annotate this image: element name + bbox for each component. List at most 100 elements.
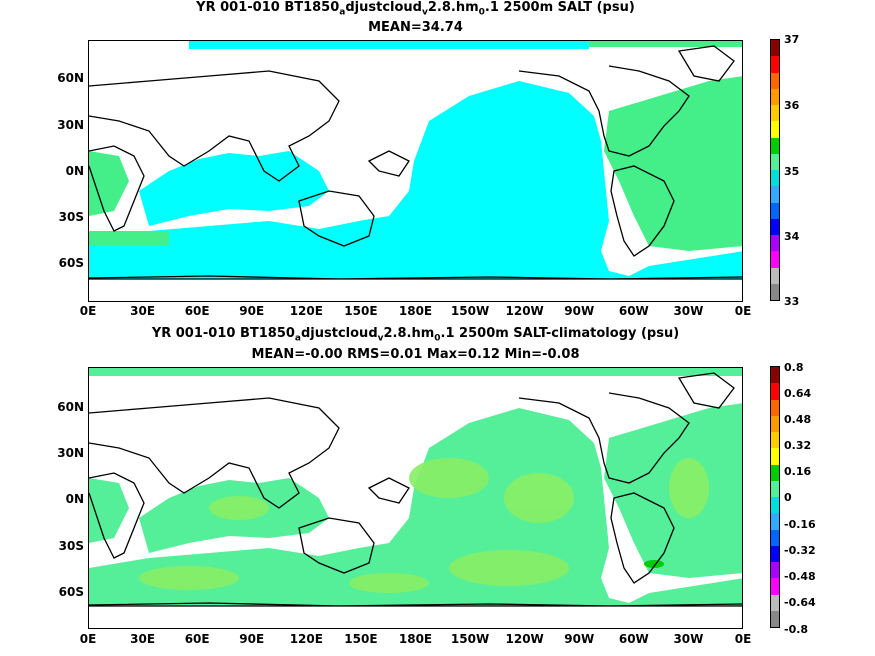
lon-label-6-top: 180E [398,304,433,318]
top-cbar-tick-34: 34 [784,230,800,243]
bottom-panel-stats: MEAN=-0.00 RMS=0.01 Max=0.12 Min=-0.08 [251,347,580,362]
lon-label-4-bottom: 120E [289,632,323,646]
lon-label-9-bottom: 90W [564,632,595,646]
africa-coast [89,145,145,232]
lon-label-6-bottom: 180E [398,632,433,646]
bottom-colorbar-segment-2 [771,399,779,416]
bottom-cbar-tick-9: -0.64 [784,596,816,609]
lon-label-4-top: 120E [289,304,323,318]
top-colorbar-segment-5 [771,121,779,138]
bottom-cbar-tick-3: 0.32 [784,439,812,452]
lon-label-5-top: 150E [344,304,378,318]
bottom-colorbar-segment-15 [771,610,779,627]
top-colorbar-segment-9 [771,186,779,203]
lon-label-12-bottom: 0E [734,632,752,646]
top-cbar-tick-36: 36 [784,99,800,112]
lon-label-9-top: 90W [564,304,595,318]
top-colorbar-segment-7 [771,153,779,170]
top-cbar-tick-33: 33 [784,295,800,308]
top-colorbar-segment-6 [771,137,779,154]
lat-label-60s-bottom: 60S [58,585,84,599]
top-colorbar-segment-14 [771,267,779,284]
lon-label-0-bottom: 0E [79,632,97,646]
lat-label-30n-bottom: 30N [57,446,84,460]
lat-label-0n-bottom: 0N [65,492,84,506]
bottom-colorbar-segment-14 [771,594,779,611]
top-map-panel [88,40,743,302]
top-colorbar-segment-2 [771,72,779,89]
bottom-cbar-tick-7: -0.32 [784,544,816,557]
lon-label-11-top: 30W [673,304,704,318]
bottom-colorbar-segment-6 [771,464,779,481]
bottom-cbar-tick-5: 0 [784,491,792,504]
top-colorbar-segment-4 [771,105,779,122]
lat-label-30n-top: 30N [57,118,84,132]
bottom-colorbar-segment-7 [771,480,779,497]
top-colorbar-segment-13 [771,251,779,268]
top-colorbar-segment-10 [771,202,779,219]
lat-label-30s-top: 30S [58,210,84,224]
lon-label-12-top: 0E [734,304,752,318]
lon-label-2-bottom: 60E [184,632,210,646]
bottom-colorbar-segment-13 [771,578,779,595]
top-panel-title: YR 001-010 BT1850adjustcloudv2.8.hm0.1 2… [196,0,635,18]
bottom-map-panel [88,367,743,629]
bottom-colorbar-segment-9 [771,513,779,530]
bottom-colorbar-segment-8 [771,497,779,514]
bottom-panel-title: YR 001-010 BT1850adjustcloudv2.8.hm0.1 2… [151,326,680,344]
bottom-colorbar-segment-5 [771,448,779,465]
lon-label-3-top: 90E [239,304,265,318]
bottom-colorbar-segment-10 [771,529,779,546]
bottom-cbar-tick-10: -0.8 [784,623,809,636]
bottom-cbar-tick-6: -0.16 [784,518,816,531]
lon-label-7-top: 150W [450,304,490,318]
anomaly-ocean [89,408,742,608]
lat-label-60s-top: 60S [58,256,84,270]
lon-label-5-bottom: 150E [344,632,378,646]
lat-label-60n-top: 60N [57,71,84,85]
bottom-colorbar-segment-0 [771,367,779,384]
lon-label-11-bottom: 30W [673,632,704,646]
top-colorbar-segment-12 [771,235,779,252]
top-map-svg [89,41,742,301]
top-cbar-tick-37: 37 [784,33,800,46]
lon-label-1-top: 30E [130,304,156,318]
eurasia-coast [89,70,340,182]
top-colorbar-segment-0 [771,40,779,57]
atlantic-ocean [604,76,742,251]
top-panel-mean: MEAN=34.74 [368,20,463,35]
bottom-colorbar-segment-1 [771,383,779,400]
lon-label-8-top: 120W [505,304,544,318]
lon-label-10-top: 60W [618,304,649,318]
bottom-colorbar-segment-3 [771,415,779,432]
top-colorbar [770,39,780,301]
indo-pacific-ocean [89,81,742,281]
lon-label-8-bottom: 120W [505,632,544,646]
lon-label-2-top: 60E [184,304,210,318]
lat-label-0n-top: 0N [65,164,84,178]
lon-label-10-bottom: 60W [618,632,649,646]
bottom-cbar-tick-2: 0.48 [784,413,812,426]
top-colorbar-segment-11 [771,218,779,235]
bottom-cbar-tick-4: 0.16 [784,465,812,478]
greenland-coast [677,45,735,82]
top-cbar-tick-35: 35 [784,165,800,178]
indian-ocean [139,151,329,226]
lon-label-7-bottom: 150W [450,632,490,646]
top-colorbar-segment-8 [771,170,779,187]
lon-label-1-bottom: 30E [130,632,156,646]
lon-label-0-top: 0E [79,304,97,318]
top-colorbar-segment-15 [771,283,779,300]
bottom-map-svg [89,368,742,628]
australia-coast [298,190,375,247]
top-colorbar-segment-3 [771,88,779,105]
bottom-colorbar-segment-4 [771,432,779,449]
top-colorbar-segment-1 [771,56,779,73]
lon-label-3-bottom: 90E [239,632,265,646]
bottom-colorbar-segment-12 [771,562,779,579]
bottom-cbar-tick-1: 0.64 [784,387,812,400]
bottom-cbar-tick-8: -0.48 [784,570,816,583]
lat-label-30s-bottom: 30S [58,539,84,553]
lat-label-60n-bottom: 60N [57,400,84,414]
bottom-colorbar-segment-11 [771,545,779,562]
